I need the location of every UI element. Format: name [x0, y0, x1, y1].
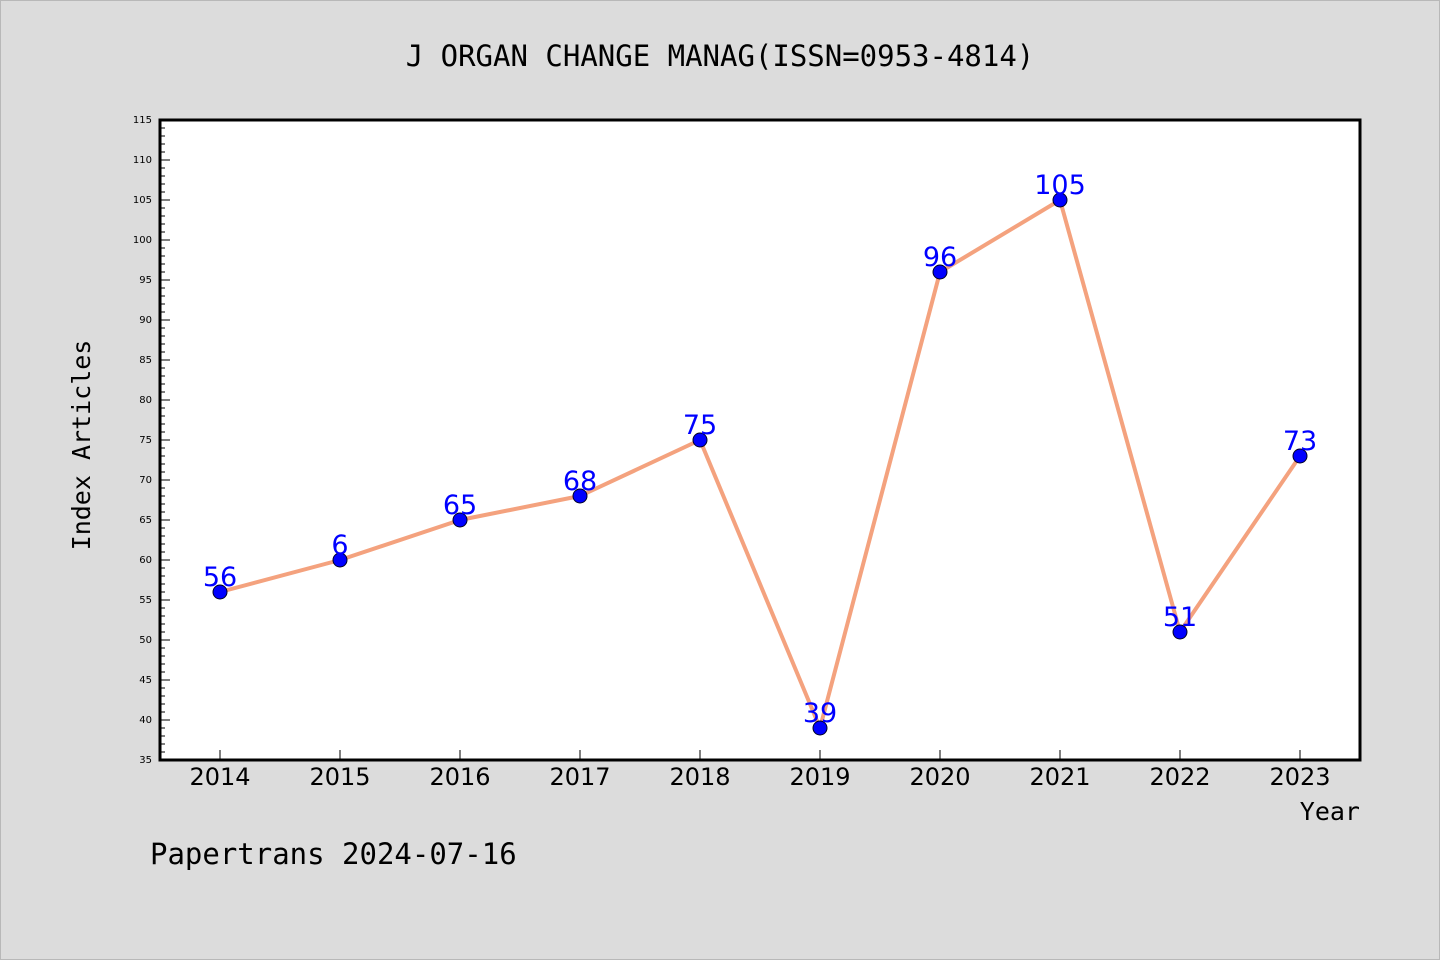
data-point [692, 432, 708, 448]
y-tick-label: 70 [139, 475, 152, 486]
footer-credit: Papertrans 2024-07-16 [150, 837, 517, 871]
data-label: 68 [563, 466, 597, 497]
data-label: 105 [1034, 170, 1086, 201]
y-tick-label: 115 [133, 115, 152, 126]
x-tick-label: 2022 [1149, 763, 1210, 791]
chart-title: J ORGAN CHANGE MANAG(ISSN=0953-4814) [406, 39, 1035, 73]
data-label: 75 [683, 410, 717, 441]
y-tick-label: 85 [139, 355, 152, 366]
data-label: 56 [203, 562, 237, 593]
series-line [219, 198, 1302, 730]
y-tick-label: 50 [139, 635, 152, 646]
y-axis-label: Index Articles [67, 340, 96, 551]
x-tick-label: 2017 [549, 763, 610, 791]
data-point [1052, 192, 1068, 208]
data-labels: 56 6 65 68 75 39 96 105 51 73 [203, 170, 1317, 729]
data-point [212, 584, 228, 600]
data-label: 65 [443, 490, 477, 521]
data-point [1292, 448, 1308, 464]
plot-area [158, 118, 1362, 762]
x-tick-label: 2020 [909, 763, 970, 791]
y-tick-label: 65 [139, 515, 152, 526]
data-label: 39 [803, 698, 837, 729]
y-tick-label: 55 [139, 595, 152, 606]
y-tick-label: 60 [139, 555, 152, 566]
data-label: 96 [923, 242, 957, 273]
y-tick-label: 90 [139, 315, 152, 326]
data-point [452, 512, 468, 528]
y-axis-minor-ticks [160, 127, 165, 753]
x-axis-label: Year [1300, 797, 1360, 826]
x-tick-label: 2023 [1269, 763, 1330, 791]
x-tick-label: 2014 [189, 763, 250, 791]
data-label: 51 [1163, 602, 1197, 633]
y-tick-label: 35 [139, 755, 152, 766]
y-tick-label: 40 [139, 715, 152, 726]
x-axis: 2014 2015 2016 2017 2018 2019 2020 2021 2022 2023 [189, 750, 1331, 791]
y-tick-label: 110 [133, 155, 152, 166]
data-points [212, 192, 1308, 736]
data-point [932, 264, 948, 280]
x-tick-label: 2021 [1029, 763, 1090, 791]
y-axis: 35 40 45 50 55 60 65 70 75 80 85 90 95 100 105 110 115 [133, 115, 170, 766]
data-label: 6 [331, 530, 348, 561]
y-tick-label: 105 [133, 195, 152, 206]
x-tick-label: 2016 [429, 763, 490, 791]
y-tick-label: 45 [139, 675, 152, 686]
data-point [1172, 624, 1188, 640]
data-label: 73 [1283, 426, 1317, 457]
y-tick-label: 100 [133, 235, 152, 246]
data-point [332, 552, 348, 568]
data-point [572, 488, 588, 504]
y-tick-label: 80 [139, 395, 152, 406]
x-tick-label: 2015 [309, 763, 370, 791]
x-tick-label: 2019 [789, 763, 850, 791]
data-point [812, 720, 828, 736]
x-tick-label: 2018 [669, 763, 730, 791]
y-tick-label: 75 [139, 435, 152, 446]
y-tick-label: 95 [139, 275, 152, 286]
